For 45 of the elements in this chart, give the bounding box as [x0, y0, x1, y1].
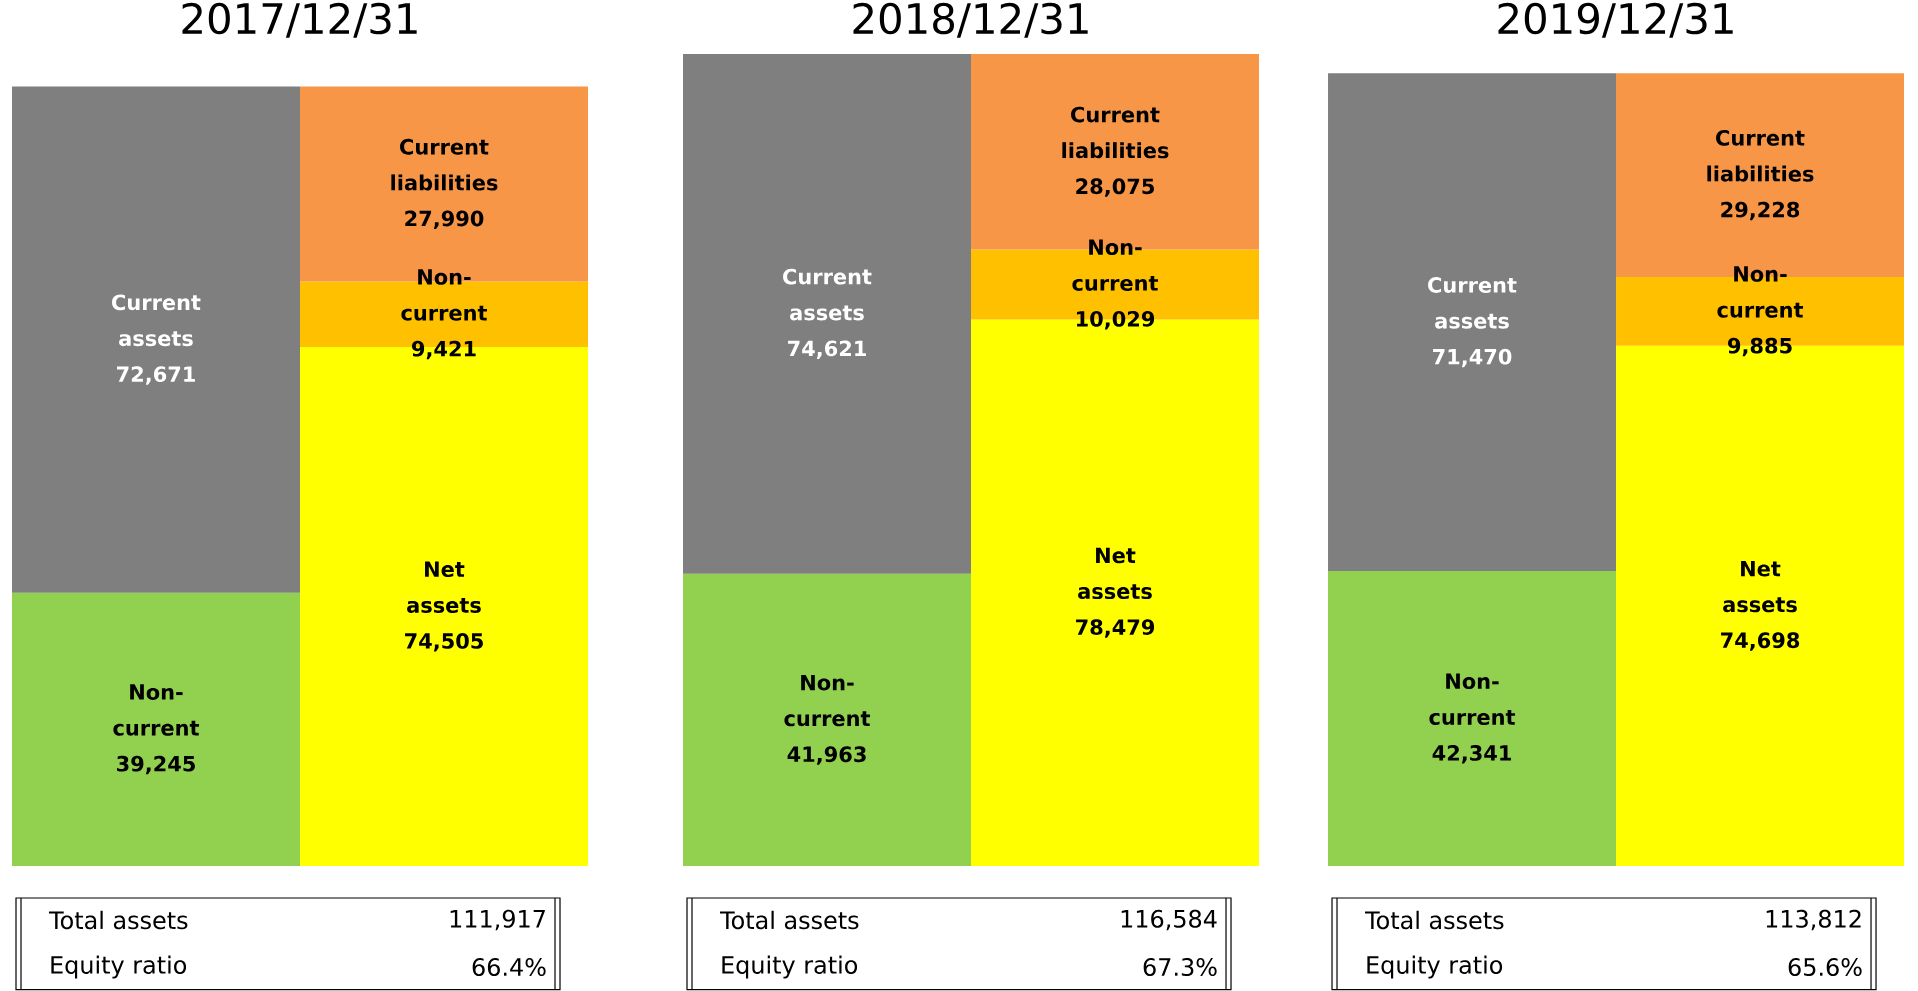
data-label: 28,075	[1076, 178, 1154, 197]
text: Total assets	[1365, 910, 1504, 930]
text: 116,584	[1121, 909, 1217, 931]
data-label: 74,505	[405, 633, 483, 652]
data-label: 41,963	[787, 746, 866, 765]
data-label: 27,990	[405, 210, 484, 230]
text: 113,812	[1766, 909, 1861, 931]
data-label: 10,029	[1076, 310, 1155, 330]
series-label: Non-current	[113, 684, 199, 736]
series-label: Non-current	[1072, 239, 1159, 291]
text: 66.4%	[472, 957, 546, 977]
series-label: Non-current	[1717, 266, 1804, 318]
data-label: 9,421	[412, 340, 476, 360]
text: Equity ratio	[722, 955, 858, 979]
chart-title: 2018/12/31	[853, 2, 1088, 38]
text: Equity ratio	[51, 955, 187, 979]
series-label: Net assets	[407, 561, 481, 613]
series-label: Non-current	[1429, 673, 1516, 725]
data-label: 29,228	[1721, 201, 1800, 221]
data-label: 42,341	[1432, 745, 1511, 764]
series-label: Current liabilities	[1062, 106, 1169, 159]
text: 111,917	[450, 909, 545, 931]
series-label: Non-current	[401, 269, 488, 321]
chart-title: 2017/12/31	[182, 2, 417, 38]
text: 67.3%	[1143, 957, 1217, 977]
text: Total assets	[719, 910, 859, 930]
text: 65.6%	[1788, 957, 1862, 977]
data-label: 39,245	[117, 755, 195, 775]
text: Total assets	[48, 910, 188, 930]
series-label: Net assets	[1078, 547, 1152, 600]
series-label: Current assets	[783, 268, 872, 321]
data-label: 78,479	[1076, 619, 1155, 638]
series-label: Current assets	[1428, 277, 1517, 329]
series-label: Current liabilities	[1707, 129, 1814, 182]
series-label: Net assets	[1723, 560, 1797, 613]
data-label: 74,698	[1721, 632, 1800, 651]
data-label: 9,885	[1728, 337, 1792, 357]
series-label: Non-current	[784, 674, 871, 727]
data-label: 74,621	[788, 340, 866, 359]
data-label: 72,671	[117, 366, 195, 385]
chart-title: 2019/12/31	[1498, 2, 1733, 38]
data-label: 71,470	[1433, 348, 1512, 368]
series-label: Current assets	[112, 294, 201, 347]
text: Equity ratio	[1367, 955, 1503, 979]
series-label: Current liabilities	[391, 138, 498, 191]
